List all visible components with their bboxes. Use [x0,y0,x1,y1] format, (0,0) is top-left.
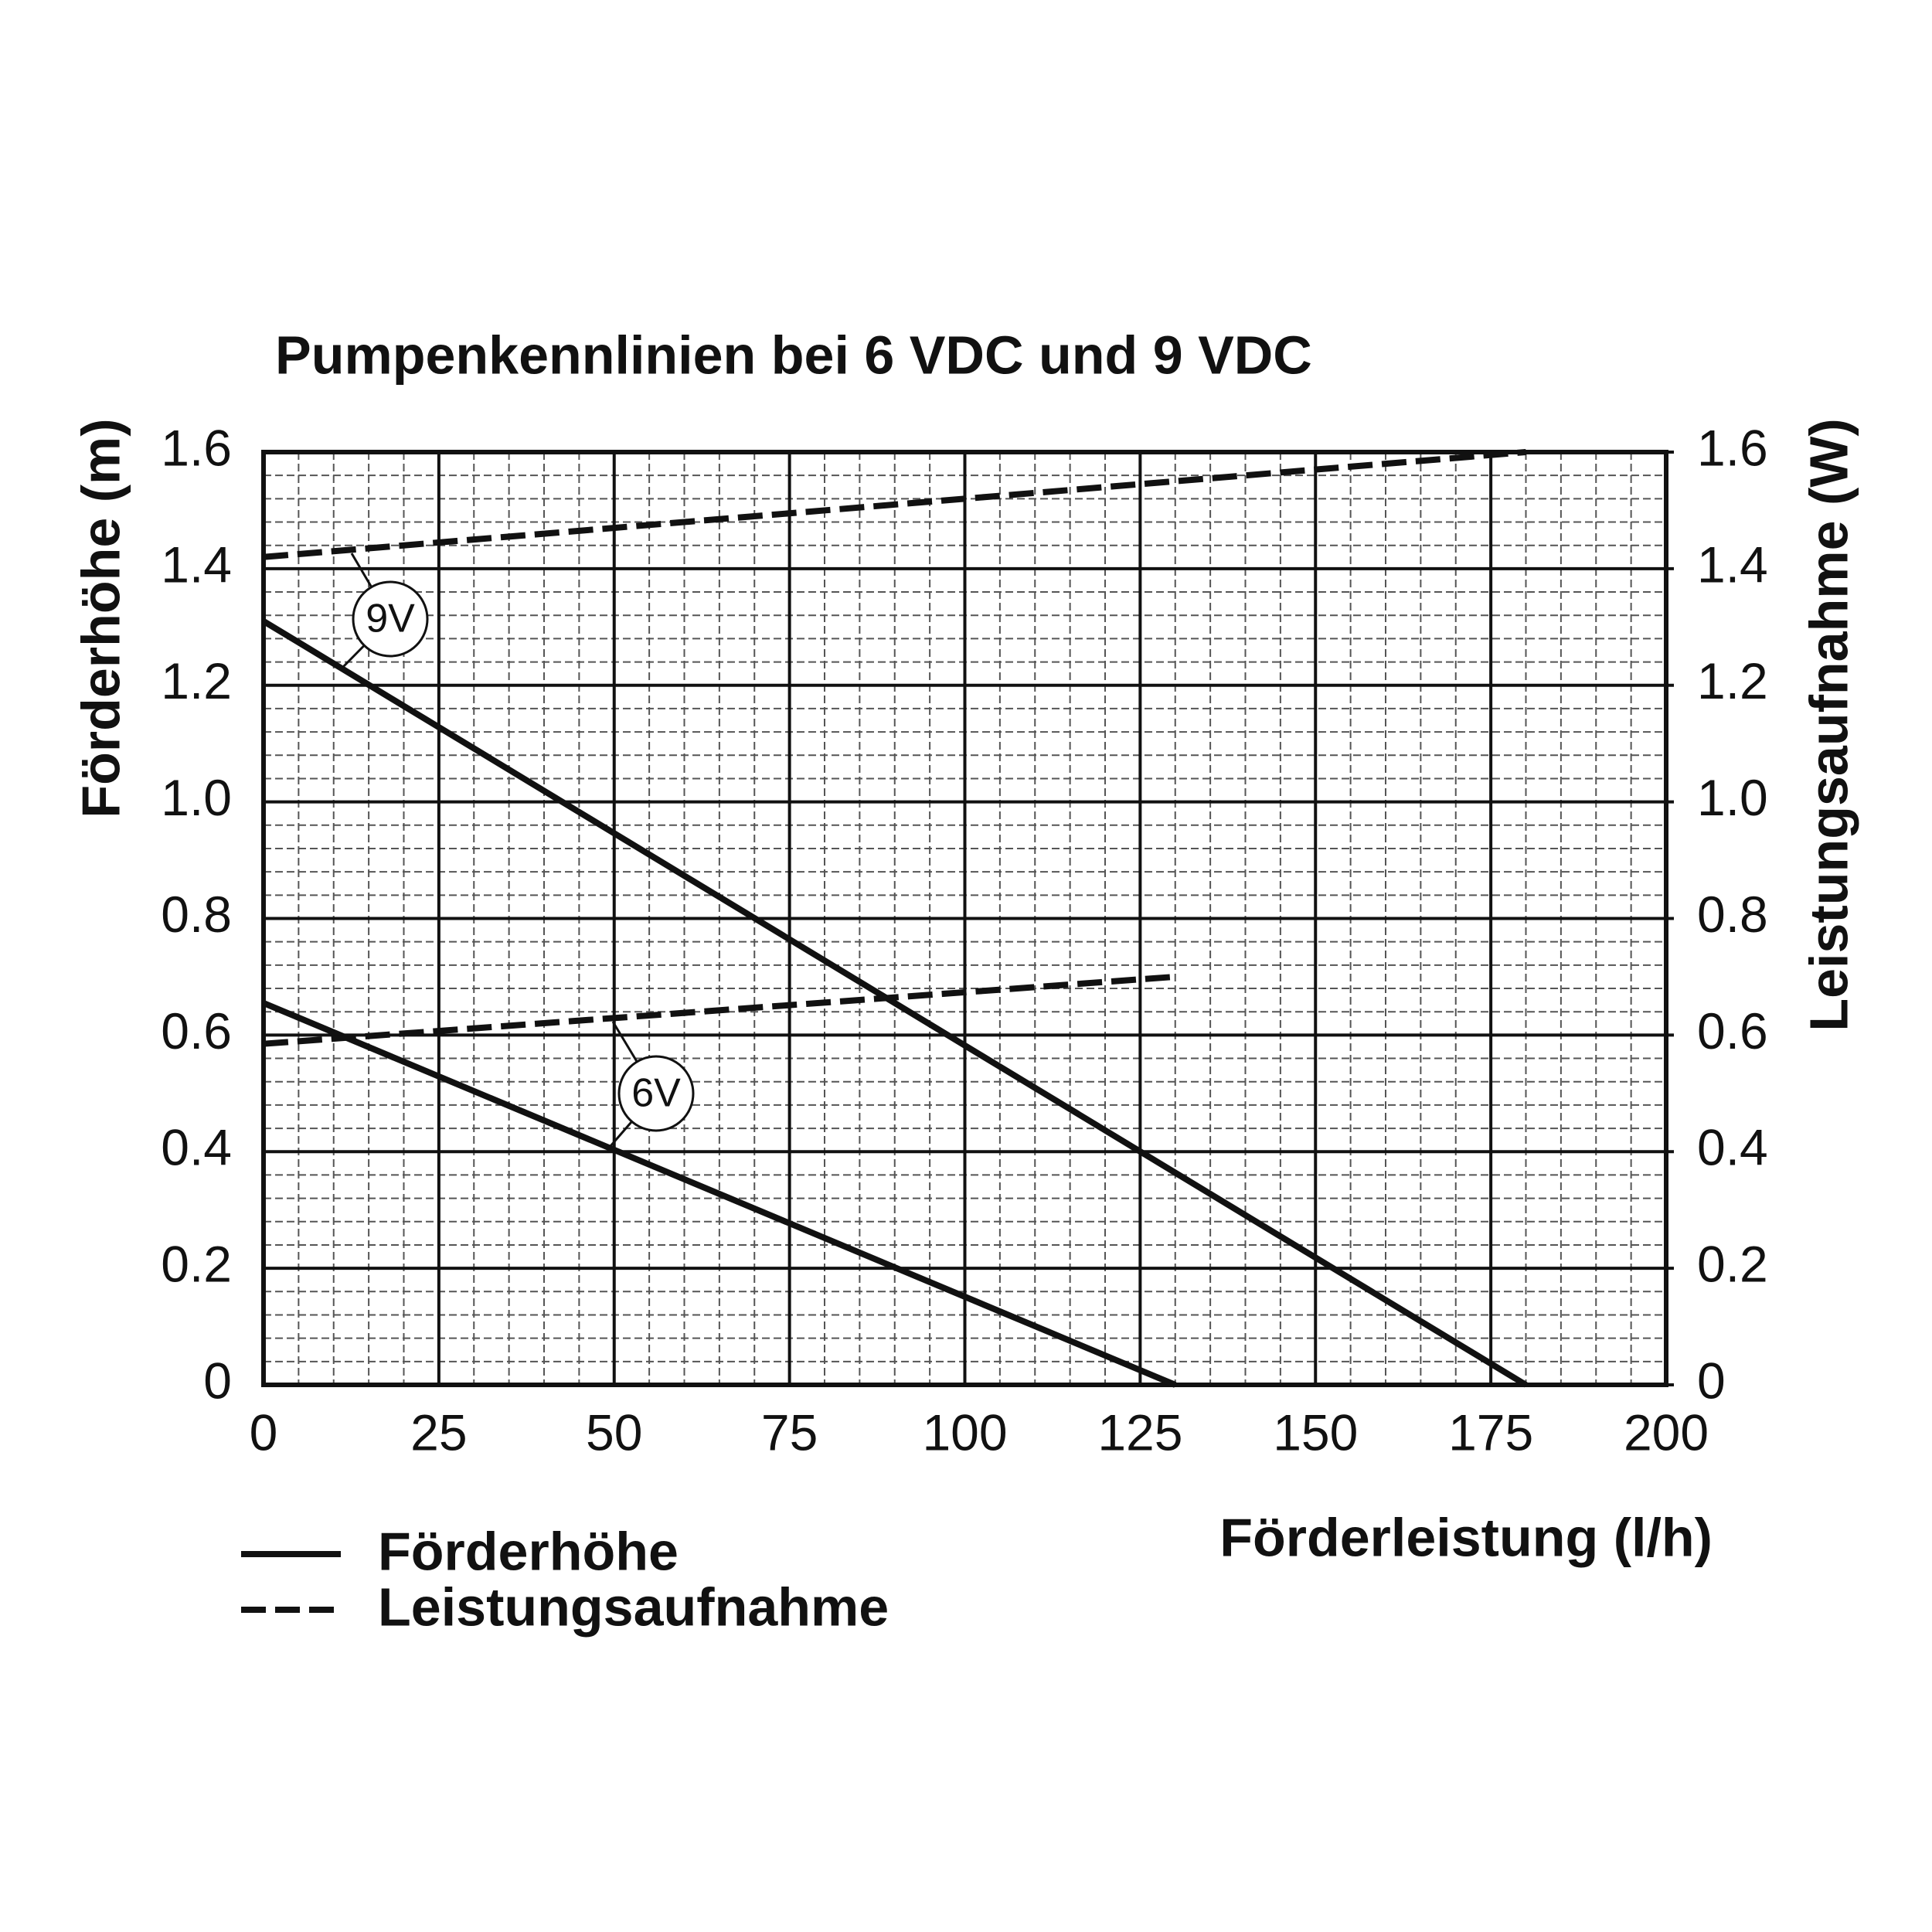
x-tick-label: 125 [1097,1403,1182,1461]
series-line [263,449,1526,560]
y2-tick-label: 1.0 [1697,769,1768,826]
x-tick-label: 150 [1273,1403,1358,1461]
y-tick-label: 1.0 [161,769,232,826]
x-tick-label: 50 [586,1403,642,1461]
y2-tick-label: 1.4 [1697,536,1768,593]
y-tick-label: 0 [203,1352,232,1409]
y-tick-label: 0.2 [161,1236,232,1293]
x-axis-label: Förderleistung (l/h) [1219,1507,1713,1567]
y-tick-label: 1.2 [161,652,232,709]
y2-tick-label: 0.4 [1697,1119,1768,1176]
x-tick-label: 175 [1448,1403,1533,1461]
callout-label: 9V [366,597,415,641]
y-tick-label: 0.4 [161,1119,232,1176]
y-tick-label: 0.8 [161,886,232,943]
x-tick-label: 75 [761,1403,818,1461]
y2-tick-label: 1.2 [1697,652,1768,709]
x-tick-label: 0 [250,1403,278,1461]
plot-frame [261,450,1668,1387]
series-line [262,1000,1177,1388]
series-line [261,618,1528,1388]
y2-tick-label: 0.6 [1697,1002,1768,1060]
callout-circle [352,580,429,658]
x-tick-label: 200 [1624,1403,1709,1461]
legend-label: Leistungsaufnahme [378,1577,889,1637]
chart-title: Pumpenkennlinien bei 6 VDC und 9 VDC [275,325,1312,385]
y-tick-label: 1.4 [161,536,232,593]
y2-tick-label: 0 [1697,1352,1726,1409]
x-tick-label: 25 [410,1403,467,1461]
y-tick-label: 1.6 [161,419,232,476]
callout-label: 6V [631,1071,681,1116]
y-axis-label: Förderhöhe (m) [70,418,131,818]
x-tick-label: 100 [922,1403,1007,1461]
legend-label: Förderhöhe [378,1521,679,1581]
y2-tick-label: 0.2 [1697,1236,1768,1293]
y2-tick-label: 1.6 [1697,419,1768,476]
y-tick-label: 0.6 [161,1002,232,1060]
series-line [263,973,1176,1047]
callout-circle [617,1055,695,1132]
y2-axis-label: Leistungsaufnahme (W) [1798,418,1859,1031]
y2-tick-label: 0.8 [1697,886,1768,943]
